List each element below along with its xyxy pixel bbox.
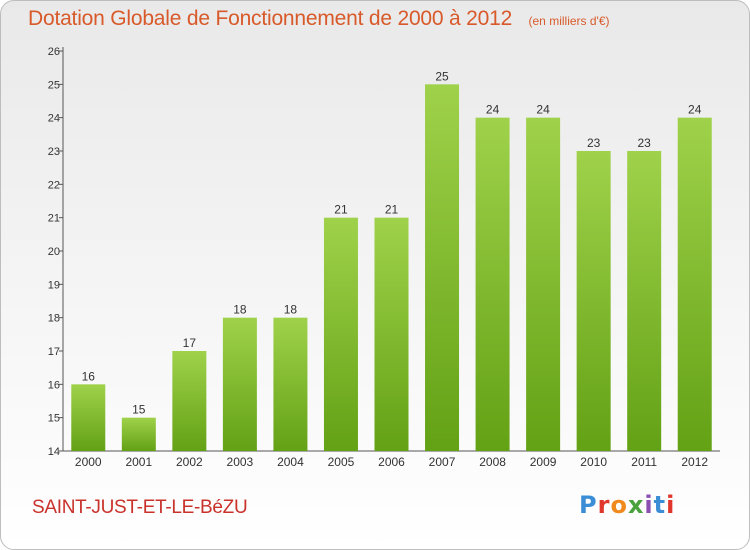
value-label: 23 <box>638 136 652 150</box>
y-tick-label: 23 <box>48 146 60 158</box>
x-tick-label: 2005 <box>328 455 355 469</box>
bar <box>323 217 358 451</box>
value-label: 21 <box>385 203 399 217</box>
x-tick-label: 2006 <box>378 455 405 469</box>
value-label: 15 <box>132 403 146 417</box>
x-tick-label: 2010 <box>580 455 607 469</box>
y-tick-label: 22 <box>48 179 60 191</box>
logo-letter: x <box>627 491 645 519</box>
bar <box>222 317 257 451</box>
bar <box>475 117 510 452</box>
value-label: 16 <box>82 369 96 383</box>
value-label: 24 <box>688 103 702 117</box>
value-label: 17 <box>183 336 197 350</box>
y-tick-label: 21 <box>48 213 60 225</box>
bar <box>172 351 207 451</box>
chart-title: Dotation Globale de Fonctionnement de 20… <box>28 7 513 30</box>
y-tick-label: 26 <box>48 46 60 58</box>
y-tick-label: 16 <box>48 379 60 391</box>
bar <box>627 151 662 451</box>
y-tick-label: 20 <box>48 246 60 258</box>
chart-subtitle: (en milliers d'€) <box>528 14 610 28</box>
y-tick-label: 17 <box>48 346 60 358</box>
bar <box>71 384 106 451</box>
value-label: 21 <box>334 203 348 217</box>
logo-letter: P <box>579 491 598 519</box>
logo-letter: t <box>653 491 667 519</box>
bar <box>374 217 409 451</box>
value-label: 18 <box>233 303 247 317</box>
chart-labels: 16 2000 15 2001 17 2002 18 2003 18 2004 21 2005 21 20… <box>75 69 708 469</box>
x-tick-label: 2008 <box>479 455 506 469</box>
bar <box>526 117 561 452</box>
logo-letter: r <box>597 491 611 519</box>
y-tick-label: 25 <box>48 79 60 91</box>
commune-name: SAINT-JUST-ET-LE-BéZU <box>32 497 248 518</box>
title-row: Dotation Globale de Fonctionnement de 20… <box>28 7 610 31</box>
bar <box>273 317 308 451</box>
logo-letter: i <box>666 491 676 519</box>
x-tick-label: 2004 <box>277 455 304 469</box>
bar <box>677 117 712 452</box>
bar <box>576 151 611 451</box>
x-tick-label: 2011 <box>631 455 657 469</box>
value-label: 24 <box>486 103 500 117</box>
y-tick-label: 14 <box>48 446 60 458</box>
y-tick-label: 19 <box>48 279 60 291</box>
value-label: 18 <box>284 303 298 317</box>
x-tick-label: 2000 <box>75 455 102 469</box>
x-tick-label: 2002 <box>176 455 203 469</box>
x-tick-label: 2001 <box>125 455 152 469</box>
y-tick-label: 24 <box>48 113 60 125</box>
value-label: 23 <box>587 136 601 150</box>
value-label: 24 <box>536 103 550 117</box>
value-label: 25 <box>435 69 449 83</box>
y-tick-label: 18 <box>48 313 60 325</box>
x-tick-label: 2012 <box>681 455 708 469</box>
y-tick-label: 15 <box>48 413 60 425</box>
x-tick-label: 2009 <box>530 455 557 469</box>
x-tick-label: 2003 <box>227 455 254 469</box>
proxiti-logo[interactable]: Proxiti <box>579 491 675 519</box>
bar <box>121 417 156 451</box>
bar <box>425 84 460 451</box>
logo-letter: i <box>644 491 654 519</box>
logo-letter: o <box>610 491 628 519</box>
x-tick-label: 2007 <box>429 455 456 469</box>
chart-bars <box>71 84 712 452</box>
